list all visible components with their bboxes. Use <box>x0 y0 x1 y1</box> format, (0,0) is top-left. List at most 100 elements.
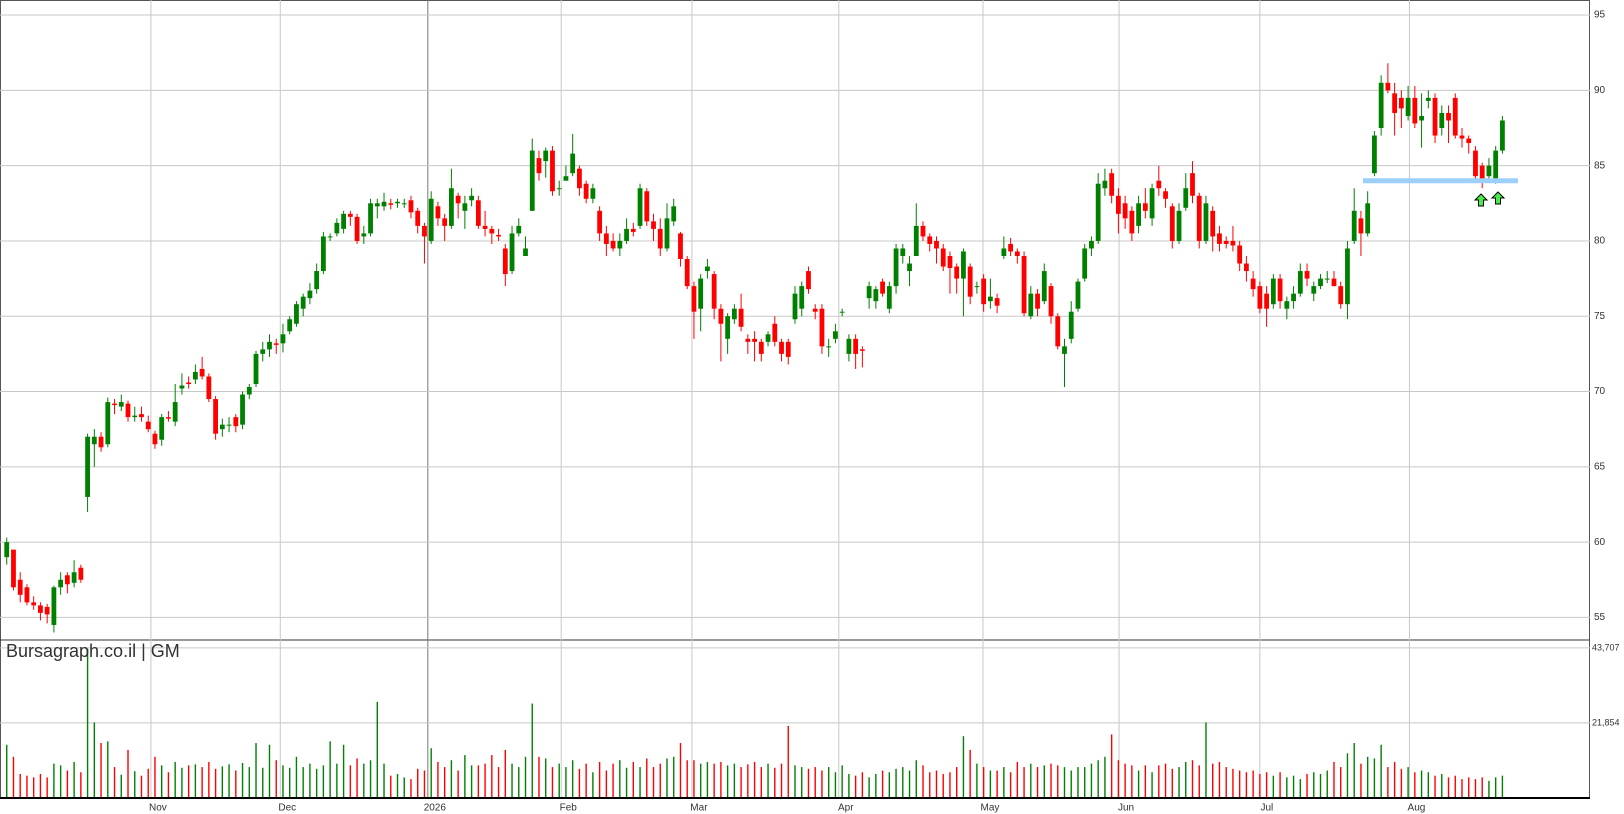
candle-body <box>1365 203 1371 234</box>
candle-body <box>294 304 299 324</box>
v-tick-label: 43,707 <box>1592 642 1620 652</box>
candle-body <box>1122 203 1128 219</box>
candle-body <box>78 567 84 580</box>
candle-body <box>172 402 178 422</box>
candle-body <box>1109 173 1115 196</box>
candle-body <box>1304 271 1310 279</box>
candle-body <box>550 150 555 192</box>
y-tick-label: 70 <box>1594 386 1606 397</box>
x-tick-label: Jul <box>1260 803 1273 814</box>
candle-body <box>1190 173 1195 196</box>
candle-body <box>1338 286 1344 305</box>
candle-body <box>556 188 562 190</box>
candle-body <box>597 210 603 234</box>
candle-body <box>1291 293 1296 302</box>
candle-body <box>981 278 987 305</box>
candle-body <box>799 286 805 309</box>
candle-body <box>927 236 933 244</box>
candle-body <box>213 399 218 434</box>
candle-body <box>489 228 495 234</box>
candle-body <box>31 602 37 606</box>
signal-arrows <box>1473 191 1506 207</box>
candle-body <box>1277 278 1283 302</box>
candle-body <box>1250 278 1256 290</box>
candle-body <box>132 415 138 418</box>
candle-body <box>192 371 198 380</box>
candle-body <box>1149 188 1155 219</box>
candle-body <box>603 233 609 244</box>
x-tick-label: 2026 <box>424 803 447 814</box>
candle-body <box>388 203 394 205</box>
candle-body <box>907 263 912 272</box>
candle-body <box>954 266 960 279</box>
candle-body <box>779 341 784 354</box>
candle-body <box>920 225 926 237</box>
candle-body <box>341 213 347 229</box>
candle-body <box>152 433 158 445</box>
candle-body <box>469 195 475 201</box>
watermark: Bursagraph.co.il | GM <box>6 641 180 661</box>
candle-body <box>617 240 623 249</box>
candle-body <box>125 403 131 418</box>
candle-body <box>1176 210 1182 241</box>
candle-body <box>1500 120 1505 151</box>
candle-body <box>1223 240 1229 244</box>
candle-body <box>590 188 596 199</box>
candle-body <box>226 424 232 426</box>
y-tick-label: 90 <box>1594 85 1606 96</box>
x-tick-label: Mar <box>690 803 708 814</box>
candle-body <box>846 338 852 354</box>
candle-body <box>880 281 885 294</box>
plot-frame <box>0 0 1590 798</box>
candle-body <box>253 353 259 384</box>
candle-body <box>1331 278 1337 287</box>
candle-body <box>752 338 757 342</box>
candle-body <box>698 278 704 309</box>
candle-body <box>139 414 144 418</box>
candle-body <box>630 228 636 232</box>
candle-body <box>1055 316 1061 347</box>
candle-body <box>866 286 872 299</box>
candle-body <box>1257 286 1263 309</box>
candle-body <box>91 436 97 445</box>
candle-body <box>718 308 724 324</box>
candle-body <box>738 308 744 327</box>
candle-body <box>314 271 320 290</box>
candle-body <box>1345 248 1350 305</box>
y-tick-label: 80 <box>1594 236 1606 247</box>
candle-body <box>1452 97 1458 136</box>
candle-body <box>1284 301 1290 309</box>
candle-body <box>327 236 333 238</box>
candle-body <box>678 233 683 260</box>
y-tick-label: 55 <box>1594 612 1606 623</box>
x-tick-label: Feb <box>560 803 578 814</box>
candle-body <box>38 605 43 613</box>
candle-body <box>1102 180 1108 189</box>
candle-body <box>1412 97 1418 124</box>
candle-body <box>1156 180 1162 189</box>
candle-body <box>1358 218 1364 234</box>
candle-body <box>934 240 939 249</box>
candle-body <box>1041 271 1047 302</box>
candle-body <box>772 323 778 342</box>
candle-body <box>1439 112 1445 128</box>
candle-body <box>273 343 279 345</box>
candle-body <box>765 334 771 342</box>
candle-body <box>1142 203 1148 211</box>
candle-body <box>886 286 892 309</box>
candle-body <box>691 286 697 312</box>
y-tick-label: 65 <box>1594 461 1606 472</box>
candle-body <box>64 575 70 585</box>
candle-body <box>974 286 980 288</box>
candle-body <box>1089 240 1094 249</box>
candle-body <box>482 225 488 229</box>
candle-body <box>684 259 690 287</box>
x-tick-label: Nov <box>149 803 167 814</box>
candle-body <box>577 168 582 189</box>
candle-body <box>395 201 400 204</box>
candle-body <box>1324 278 1330 280</box>
up-arrow <box>1490 191 1506 205</box>
candle-body <box>1028 293 1034 317</box>
x-tick-label: May <box>981 803 1000 814</box>
candle-body <box>812 308 818 312</box>
